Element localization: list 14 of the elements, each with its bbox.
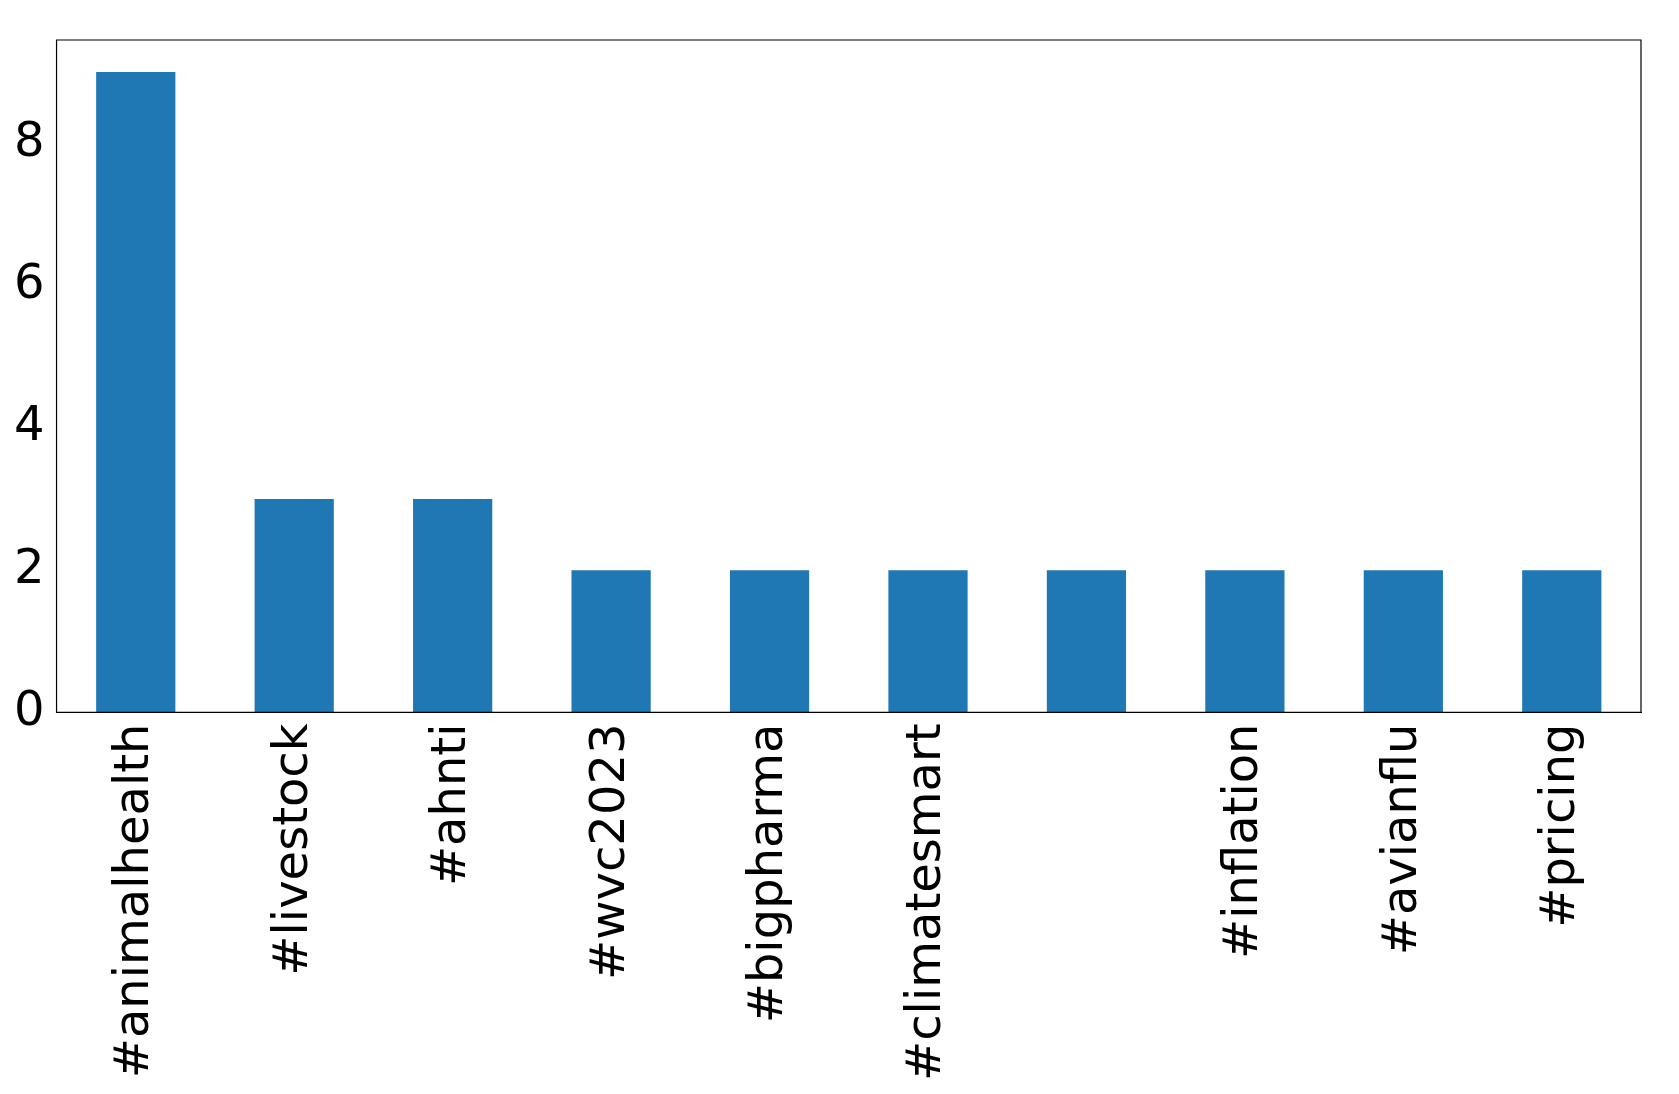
- x-tick-label: #ahnti: [420, 723, 477, 887]
- x-tick-label: #inflation: [1212, 723, 1269, 960]
- x-tick-label: #pricing: [1529, 723, 1586, 928]
- y-tick-label: 0: [13, 679, 45, 736]
- x-tick-label: #livestock: [261, 723, 318, 976]
- x-tick-label: #wvc2023: [578, 723, 635, 980]
- x-tick-label: #climatesmart: [895, 723, 952, 1082]
- y-tick-label: 2: [13, 537, 45, 594]
- x-tick-label: #animalhealth: [103, 723, 160, 1079]
- y-tick-label: 6: [13, 252, 45, 309]
- x-tick-label: #bigpharma: [737, 723, 794, 1024]
- x-tick-label: #avianflu: [1370, 723, 1427, 956]
- y-tick-label: 4: [13, 395, 45, 452]
- y-tick-label: 8: [13, 110, 45, 167]
